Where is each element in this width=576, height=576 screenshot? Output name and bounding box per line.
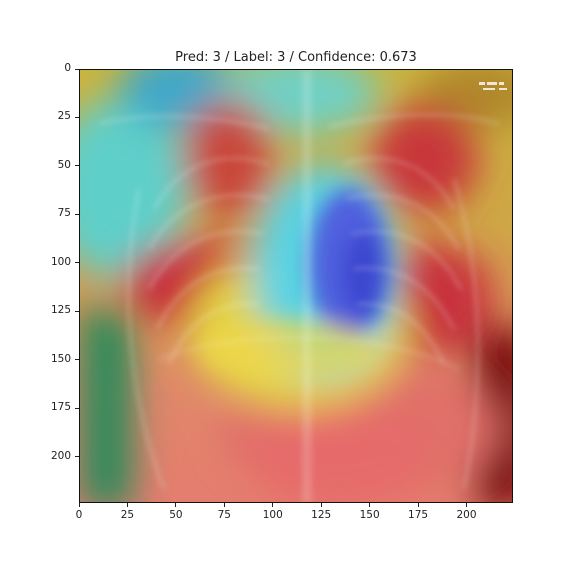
y-tick-mark xyxy=(75,359,79,361)
x-tick-mark xyxy=(417,503,419,507)
x-tick-mark xyxy=(466,503,467,507)
y-tick-label: 25 xyxy=(57,110,71,123)
y-tick-label: 100 xyxy=(50,255,71,268)
x-tick-mark xyxy=(320,503,322,507)
x-tick-mark xyxy=(223,503,225,507)
y-tick-label: 200 xyxy=(50,449,71,462)
x-tick-mark xyxy=(126,503,128,507)
heatmap-plot-area xyxy=(79,69,513,503)
x-tick-label: 200 xyxy=(456,509,477,521)
x-tick-label: 0 xyxy=(75,509,83,521)
x-tick-label: 175 xyxy=(408,509,429,521)
y-tick-mark xyxy=(75,407,79,409)
x-tick-label: 75 xyxy=(217,509,231,521)
y-tick-mark xyxy=(75,165,79,167)
x-tick-mark xyxy=(175,503,177,507)
x-tick-label: 100 xyxy=(262,509,283,521)
x-tick-mark xyxy=(272,503,274,507)
y-tick-label: 125 xyxy=(50,304,71,317)
x-tick-label: 25 xyxy=(120,509,135,521)
heatmap-image xyxy=(79,69,513,503)
x-tick-label: 125 xyxy=(311,509,332,521)
y-tick-mark xyxy=(75,456,79,457)
x-tick-label: 150 xyxy=(359,509,380,521)
y-tick-label: 50 xyxy=(57,158,71,171)
y-tick-label: 0 xyxy=(64,62,71,74)
x-tick-mark xyxy=(78,503,80,507)
y-tick-mark xyxy=(75,310,79,312)
y-tick-mark xyxy=(75,68,79,70)
y-tick-label: 150 xyxy=(50,352,71,365)
x-tick-label: 50 xyxy=(169,509,183,521)
x-tick-mark xyxy=(369,503,371,507)
y-tick-mark xyxy=(75,213,79,215)
y-tick-label: 75 xyxy=(57,207,71,220)
y-tick-label: 175 xyxy=(50,401,71,414)
chart-title: Pred: 3 / Label: 3 / Confidence: 0.673 xyxy=(175,50,417,65)
y-tick-mark xyxy=(75,116,79,118)
y-tick-mark xyxy=(75,262,79,264)
